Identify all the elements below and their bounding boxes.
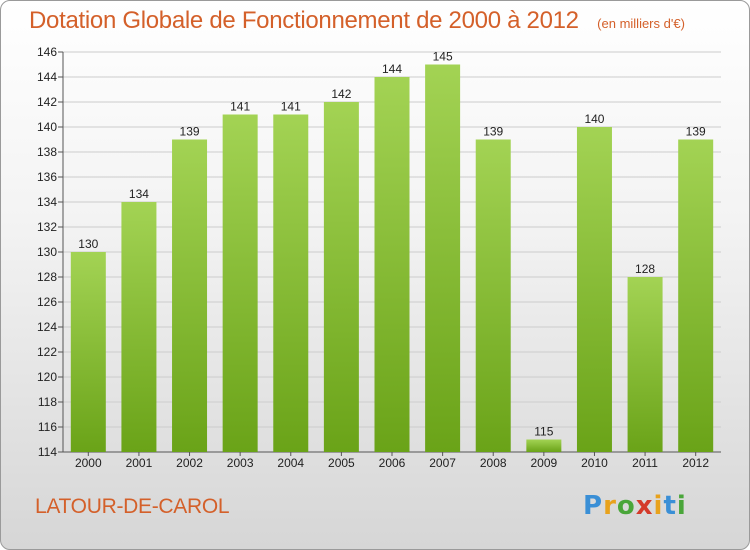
bar xyxy=(678,139,714,452)
y-tick-label: 144 xyxy=(37,70,57,84)
bar-value-label: 145 xyxy=(433,50,453,64)
chart-unit: (en milliers d'€) xyxy=(597,16,685,31)
bar xyxy=(526,439,562,452)
bar-value-label: 134 xyxy=(129,187,149,201)
y-tick-label: 120 xyxy=(37,370,57,384)
y-tick-label: 136 xyxy=(37,170,57,184)
bar xyxy=(121,202,157,452)
x-tick-label: 2001 xyxy=(126,456,153,470)
bar-value-label: 139 xyxy=(180,125,200,139)
bar-value-label: 141 xyxy=(230,100,250,114)
bar xyxy=(323,102,359,452)
x-tick-label: 2006 xyxy=(379,456,406,470)
x-tick-label: 2005 xyxy=(328,456,355,470)
logo-letter: P xyxy=(583,491,604,521)
logo-letter: r xyxy=(603,491,617,521)
bar-value-label: 139 xyxy=(483,125,503,139)
y-tick-label: 118 xyxy=(38,395,57,409)
bar-value-label: 141 xyxy=(281,100,301,114)
bar xyxy=(172,139,208,452)
logo-letter: i xyxy=(676,491,687,521)
bar xyxy=(425,64,461,452)
bar xyxy=(374,77,410,452)
bar-value-label: 142 xyxy=(331,87,351,101)
chart-title: Dotation Globale de Fonctionnement de 20… xyxy=(29,7,579,34)
x-tick-label: 2002 xyxy=(176,456,203,470)
logo-letter: t xyxy=(663,491,677,521)
y-tick-label: 122 xyxy=(37,345,57,359)
y-tick-label: 142 xyxy=(37,95,57,109)
bar-value-label: 115 xyxy=(534,425,553,439)
y-tick-label: 130 xyxy=(37,245,57,259)
x-tick-label: 2000 xyxy=(75,456,102,470)
y-tick-label: 134 xyxy=(37,195,57,209)
x-tick-label: 2007 xyxy=(429,456,456,470)
bar-value-label: 139 xyxy=(686,125,706,139)
logo-letter: i xyxy=(653,491,664,521)
bar-value-label: 144 xyxy=(382,62,402,76)
y-tick-label: 132 xyxy=(37,220,57,234)
bar-value-label: 140 xyxy=(584,112,604,126)
bar xyxy=(475,139,511,452)
x-tick-label: 2004 xyxy=(277,456,304,470)
bar xyxy=(576,127,612,452)
x-tick-label: 2009 xyxy=(530,456,557,470)
y-tick-label: 146 xyxy=(37,45,57,59)
title-block: Dotation Globale de Fonctionnement de 20… xyxy=(29,7,685,35)
x-tick-label: 2012 xyxy=(682,456,709,470)
y-tick-label: 140 xyxy=(37,120,57,134)
logo-letter: o xyxy=(616,491,636,521)
commune-name: LATOUR-DE-CAROL xyxy=(35,495,230,518)
y-tick-label: 128 xyxy=(37,270,57,284)
x-tick-label: 2010 xyxy=(581,456,608,470)
x-tick-label: 2011 xyxy=(632,456,658,470)
bar-value-label: 128 xyxy=(635,262,655,276)
x-tick-label: 2003 xyxy=(227,456,254,470)
bar xyxy=(627,277,663,452)
y-tick-label: 116 xyxy=(38,420,57,434)
y-tick-label: 114 xyxy=(38,445,57,459)
x-tick-label: 2008 xyxy=(480,456,507,470)
proxiti-logo: Proxiti xyxy=(583,491,687,521)
bar-value-label: 130 xyxy=(78,237,98,251)
y-tick-label: 126 xyxy=(37,295,57,309)
bar xyxy=(273,114,309,452)
bar xyxy=(70,252,106,452)
logo-letter: x xyxy=(635,491,654,521)
y-tick-label: 138 xyxy=(37,145,57,159)
bar xyxy=(222,114,258,452)
y-tick-label: 124 xyxy=(37,320,57,334)
